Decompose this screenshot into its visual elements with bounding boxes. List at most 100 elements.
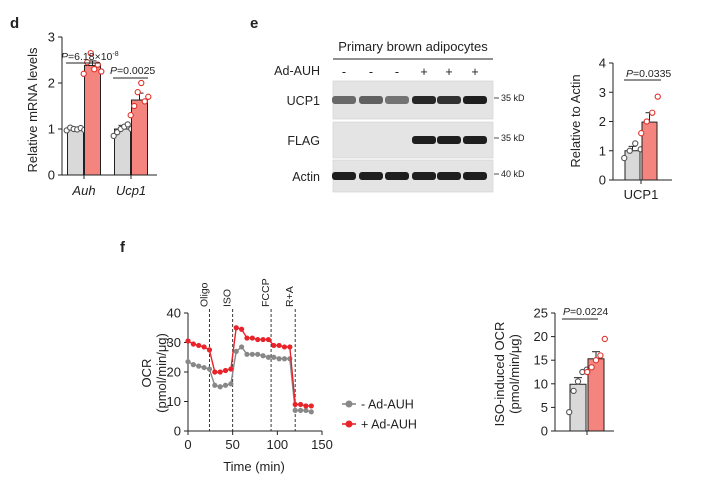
chart-f-data-point	[217, 369, 223, 375]
chart-f-legend: - Ad-AUH + Ad-AUH	[342, 398, 417, 432]
chart-f-ylabel-unit: (pmol/min/μg)	[154, 333, 169, 413]
chart-f-data-point	[249, 351, 255, 357]
chart-d-data-point	[87, 49, 94, 57]
blot-band	[463, 136, 487, 144]
blot-band	[463, 96, 487, 104]
chart-g-y-tick-label: 5	[541, 400, 548, 415]
chart-f-data-point	[297, 401, 304, 408]
blot-lane-label: +	[471, 65, 478, 79]
chart-g-y-tick-label: 15	[534, 353, 548, 368]
blot-band	[437, 172, 461, 180]
chart-f-y-tick-label: 0	[174, 424, 181, 439]
blot-band	[412, 96, 436, 104]
chart-f-data-point	[196, 342, 202, 349]
chart-f-data-point	[308, 409, 314, 415]
western-blot: Primary brown adipocytes Ad-AUH - - - + + + U…	[274, 39, 525, 193]
blot-row-label: Ad-AUH	[274, 64, 320, 78]
chart-f-injection-label: Oligo	[198, 282, 210, 307]
chart-e-data-point	[649, 109, 656, 116]
chart-d-data-point	[138, 79, 145, 87]
chart-f-data-point	[217, 384, 223, 390]
chart-f-data-point	[212, 369, 218, 375]
panel-label-f: f	[120, 239, 126, 256]
chart-e-marks	[621, 93, 661, 181]
chart-f-y-tick-label: 40	[167, 306, 181, 321]
chart-g-marks	[566, 335, 608, 432]
chart-f-x-tick-label: 50	[225, 437, 239, 452]
blot-lane-label: +	[420, 65, 427, 79]
panel-label-e: e	[250, 15, 258, 32]
chart-g-data-point	[570, 387, 577, 395]
chart-f-injection-label: ISO	[222, 289, 234, 307]
blot-row-label-flag: FLAG	[287, 134, 320, 148]
chart-d-ylabel: Relative mRNA levels	[25, 47, 40, 172]
chart-d-data-point	[110, 132, 117, 140]
chart-f-data-point	[222, 367, 229, 374]
chart-d-pvalue-auh: P=6.18×10-8	[61, 51, 119, 63]
blot-band	[359, 96, 383, 104]
chart-e-data-point	[643, 118, 650, 125]
chart-f-data-point	[233, 348, 239, 354]
blot-band	[412, 136, 436, 144]
chart-g-ylabel: ISO-induced OCR	[492, 322, 507, 427]
chart-f-injection-label: R+A	[284, 286, 296, 307]
chart-e-y-tick-label: 1	[599, 143, 606, 158]
chart-f-data-point	[185, 359, 191, 365]
chart-f-injection-label: FCCP	[260, 278, 272, 307]
chart-d-bar	[84, 65, 101, 176]
chart-f-data-point	[244, 351, 250, 357]
chart-e-y-tick-label: 2	[599, 114, 606, 129]
chart-e-ylabel: Relative to Actin	[568, 74, 583, 167]
chart-f-data-point	[308, 403, 314, 409]
chart-f-data-point	[265, 336, 271, 343]
blot-lane-label: -	[395, 65, 399, 79]
chart-f-iso-induced-ocr: ISO-induced OCR (pmol/min/μg) 0 5 10 15 20 25…	[492, 306, 614, 439]
chart-d-pvalue-ucp1: P=0.0025	[110, 65, 155, 77]
chart-e-ucp1-quant: Relative to Actin 0 1 2 3 4 UCP1 P=0.0335	[568, 56, 672, 202]
blot-marker-label: 40 kD	[501, 169, 525, 179]
chart-f-data-point	[281, 344, 288, 350]
chart-e-y-tick-label: 0	[599, 173, 606, 188]
blot-row-label-ucp1: UCP1	[287, 94, 320, 108]
chart-f-data-point	[239, 326, 245, 332]
blot-header: Primary brown adipocytes	[338, 39, 488, 54]
chart-g-data-point	[574, 378, 582, 385]
chart-g-data-point	[601, 335, 608, 343]
chart-f-y-tick-label: 30	[167, 335, 181, 350]
chart-d-data-point	[84, 59, 91, 66]
chart-e-data-point	[632, 140, 639, 147]
chart-f-data-point	[271, 342, 277, 349]
legend-marker-minus	[345, 400, 353, 408]
blot-row-label-actin: Actin	[292, 170, 320, 184]
chart-f-data-point	[212, 382, 218, 388]
blot-band	[437, 136, 461, 144]
chart-f-data-point	[287, 344, 293, 350]
chart-d-data-point	[131, 102, 138, 110]
chart-g-data-point	[584, 368, 591, 376]
chart-f-data-point	[281, 356, 288, 362]
chart-f-data-point	[185, 338, 191, 344]
chart-d-y-tick-label: 1	[48, 122, 55, 137]
chart-f-data-point	[292, 401, 298, 408]
chart-f-data-point	[249, 335, 255, 341]
legend-label-plus: + Ad-AUH	[361, 418, 417, 432]
chart-d-mrna-levels: Relative mRNA levels 0 1 2 3 Auh Ucp1 P=6.1…	[25, 30, 157, 198]
blot-band	[385, 96, 409, 104]
chart-d-bar	[67, 128, 84, 176]
chart-g-data-point	[597, 352, 604, 359]
chart-f-data-point	[190, 362, 196, 368]
chart-f-data-point	[276, 342, 282, 349]
chart-f-data-point	[190, 341, 196, 347]
chart-f-data-point	[303, 403, 309, 409]
chart-d-data-point	[127, 112, 134, 119]
blot-marker-label: 35 kD	[501, 133, 525, 143]
chart-f-data-point	[206, 347, 213, 353]
chart-f-data-point	[271, 354, 277, 360]
chart-f-x-tick-label: 100	[266, 437, 288, 452]
legend-label-minus: - Ad-AUH	[361, 398, 414, 412]
chart-f-data-point	[255, 351, 261, 357]
chart-d-data-point	[134, 89, 141, 96]
chart-f-data-point	[276, 356, 282, 362]
chart-d-data-point	[91, 66, 98, 73]
